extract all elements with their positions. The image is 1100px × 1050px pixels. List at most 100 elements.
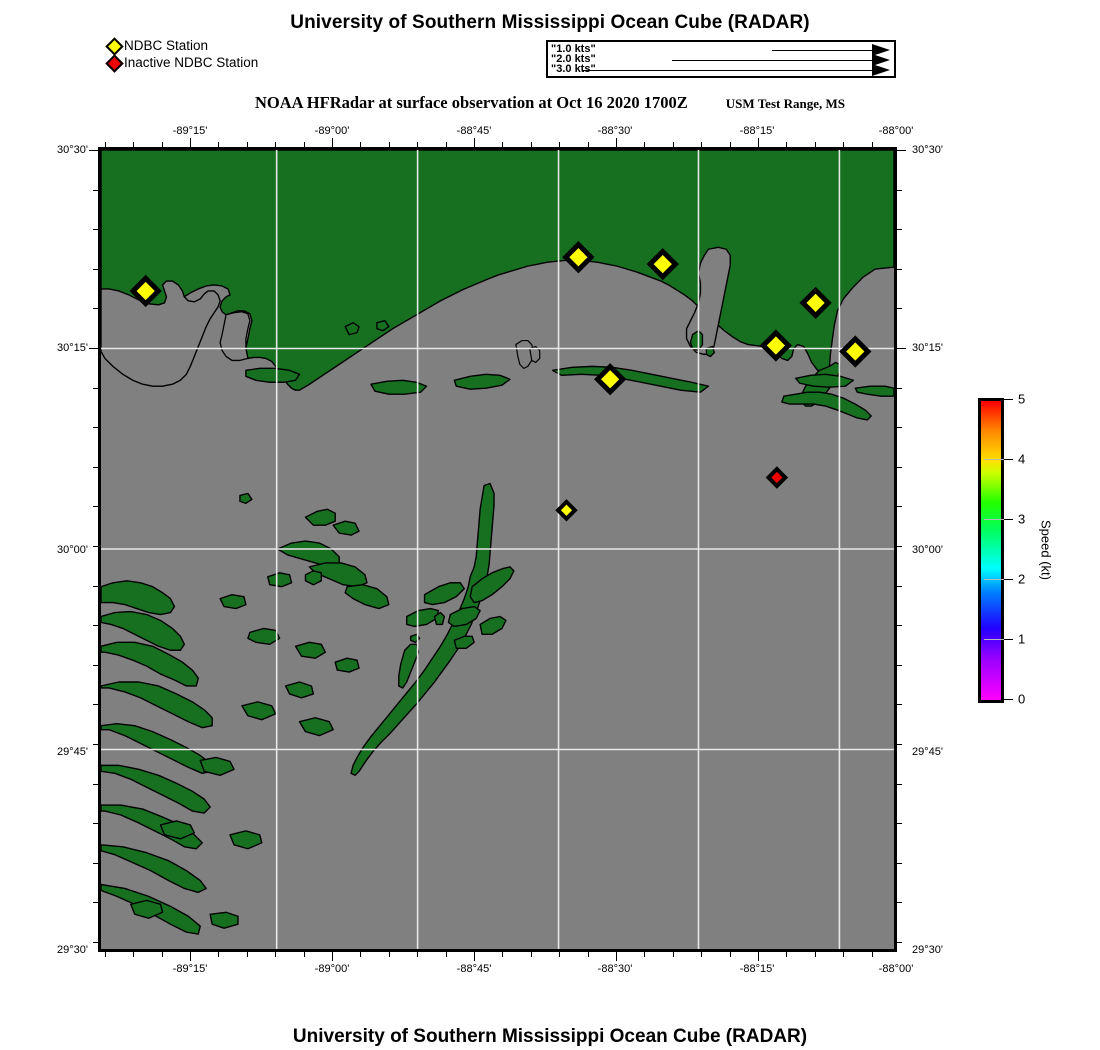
- tick-x-top: [871, 142, 873, 147]
- delta-marsh-3: [101, 641, 199, 687]
- tick-y-left: [89, 150, 98, 151]
- tick-y-right: [897, 506, 902, 508]
- station-markers[interactable]: [129, 241, 872, 522]
- tick-y-left: [93, 625, 98, 627]
- subtitle-text: NOAA HFRadar at surface observation at O…: [255, 93, 688, 112]
- chandeleur-island-c: [447, 605, 481, 628]
- tick-y-left: [93, 189, 98, 191]
- lon-tick-label-bottom-3: -88°45': [456, 963, 492, 975]
- station-marker[interactable]: [646, 248, 679, 281]
- barrier-island-dauphin: [781, 391, 872, 421]
- tick-x-bottom: [445, 952, 447, 957]
- delta-marsh-isle-5: [219, 593, 247, 610]
- tick-x-bottom: [474, 952, 475, 961]
- colorbar-tick-2: [1004, 579, 1013, 580]
- tick-x-bottom: [644, 952, 646, 957]
- tick-x-bottom: [559, 952, 561, 957]
- tick-x-top: [275, 142, 277, 147]
- chandeleur-island-a: [423, 582, 465, 606]
- tick-x-bottom: [530, 952, 532, 957]
- delta-marsh-isle-1: [304, 508, 336, 526]
- delta-marsh-8: [101, 844, 207, 894]
- inactive-station-marker[interactable]: [765, 466, 789, 489]
- barrier-island-horn: [453, 373, 511, 390]
- lat-tick-label-right-2: 30°15': [912, 342, 943, 354]
- tick-x-bottom: [871, 952, 873, 957]
- tick-x-bottom: [104, 952, 106, 957]
- delta-marsh-north-3: [344, 584, 390, 610]
- lon-tick-label-bottom-6: -88°00': [878, 963, 914, 975]
- colorbar-label-1: 1: [1018, 631, 1026, 647]
- map-canvas[interactable]: [98, 147, 897, 952]
- tick-x-top: [474, 138, 475, 147]
- inlet-pascagoula-2: [529, 345, 541, 364]
- tick-x-top: [644, 142, 646, 147]
- lat-tick-label-left-2: 30°15': [57, 342, 88, 354]
- tick-x-bottom: [332, 952, 333, 961]
- tick-y-left: [93, 546, 98, 547]
- page-title: University of Southern Mississippi Ocean…: [290, 12, 810, 33]
- legend-item-inactive-ndbc-station: Inactive NDBC Station: [105, 53, 258, 73]
- barrier-island-cat: [245, 367, 301, 383]
- tick-y-right: [897, 625, 902, 627]
- chandeleur-islands-arc: [350, 482, 495, 776]
- lat-tick-label-right-3: 30°00': [912, 544, 943, 556]
- colorbar-label-4: 4: [1018, 451, 1026, 467]
- station-marker[interactable]: [594, 363, 627, 396]
- tick-y-right: [897, 585, 902, 587]
- tick-x-bottom: [417, 952, 419, 957]
- chandeleur-upper-lobe: [469, 566, 515, 604]
- colorbar-label-2: 2: [1018, 571, 1026, 587]
- tick-y-left: [93, 387, 98, 389]
- colorbar-tick-1: [1004, 639, 1013, 640]
- subtitle-site: USM Test Range, MS: [725, 96, 845, 111]
- tick-x-bottom: [133, 952, 135, 957]
- tick-x-bottom: [388, 952, 390, 957]
- vector-arrow-shaft-2: [672, 60, 872, 61]
- station-marker[interactable]: [555, 499, 578, 522]
- colorbar-label-5: 5: [1018, 391, 1026, 407]
- station-marker[interactable]: [759, 329, 793, 362]
- tick-y-right: [897, 189, 902, 191]
- delta-marsh-isle-3: [304, 570, 323, 586]
- station-marker[interactable]: [562, 241, 595, 274]
- lat-tick-label-left-1: 30°30': [57, 144, 88, 156]
- delta-marsh-dot-1: [344, 322, 360, 336]
- station-marker[interactable]: [839, 335, 872, 368]
- delta-marsh-main: [101, 580, 176, 616]
- tick-y-right: [897, 427, 902, 429]
- tick-y-left: [93, 783, 98, 785]
- vector-scale-row-2: "2.0 kts": [548, 53, 894, 66]
- tick-x-top: [758, 138, 759, 147]
- vector-arrow-head-1: [872, 44, 890, 56]
- tick-y-right: [897, 466, 902, 468]
- station-legend: NDBC Station Inactive NDBC Station: [105, 36, 258, 73]
- footer-title: University of Southern Mississippi Ocean…: [292, 1026, 808, 1047]
- tick-x-bottom: [360, 952, 362, 957]
- chandeleur-spur: [433, 611, 446, 626]
- tick-y-right: [897, 942, 902, 943]
- station-marker[interactable]: [799, 286, 832, 319]
- lat-tick-label-left-4: 29°45': [57, 746, 88, 758]
- station-marker[interactable]: [129, 274, 162, 308]
- tick-y-left: [93, 862, 98, 864]
- delta-marsh-2: [101, 610, 186, 651]
- colorbar-label-0: 0: [1018, 691, 1026, 707]
- colorbar-inner-line-1: [984, 639, 1004, 640]
- tick-y-right: [897, 387, 902, 389]
- delta-marsh-isle-11: [298, 717, 334, 737]
- tick-x-top: [502, 142, 504, 147]
- tick-x-top: [218, 142, 220, 147]
- tick-x-top: [303, 142, 305, 147]
- vector-arrow-head-2: [872, 54, 890, 66]
- tick-y-right: [897, 229, 902, 231]
- vector-scale-label-2: "2.0 kts": [551, 53, 596, 65]
- lat-tick-label-right-1: 30°30': [912, 144, 943, 156]
- delta-marsh-isle-7: [294, 641, 326, 659]
- tick-y-right: [897, 823, 902, 825]
- breton-island-small: [398, 643, 420, 689]
- tick-x-top: [672, 142, 674, 147]
- tick-x-bottom: [190, 952, 191, 961]
- lat-tick-label-right-4: 29°45': [912, 746, 943, 758]
- lon-tick-label-top-3: -88°45': [456, 125, 492, 137]
